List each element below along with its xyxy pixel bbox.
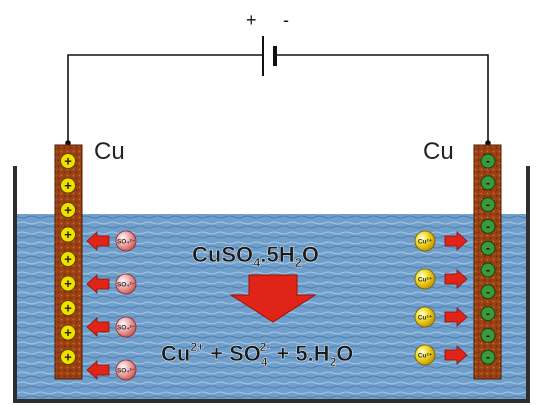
svg-text:+: + <box>64 301 72 316</box>
negative-charge-icon: - <box>480 153 496 169</box>
copper-ion-label: Cu²⁺ <box>418 239 433 246</box>
negative-charge-icon: - <box>480 327 496 343</box>
formula-bottom: Cu2+ + SO42- + 5.H2O <box>161 340 353 369</box>
formula-top-end: O <box>302 242 319 267</box>
tank-wall <box>13 166 530 403</box>
negative-charge-icon: - <box>480 284 496 300</box>
copper-ion-label: Cu²⁺ <box>418 277 433 284</box>
svg-text:-: - <box>486 350 490 364</box>
battery-icon <box>262 36 277 76</box>
right-arrow-icon <box>444 269 468 289</box>
cathode-charges: - - - - - - - - - - <box>480 153 496 365</box>
sulfate-ion-icon: SO₄²⁻ <box>115 359 137 381</box>
formula-bottom-plus2: + 5.H <box>270 341 329 366</box>
anode-charges: + + + + + + + + + <box>60 153 76 365</box>
positive-charge-icon: + <box>60 275 76 292</box>
positive-charge-icon: + <box>60 177 76 194</box>
sulfate-ion-label: SO₄²⁻ <box>117 325 136 332</box>
svg-text:-: - <box>486 328 490 342</box>
positive-charge-icon: + <box>60 202 76 218</box>
copper-ion-icon: Cu²⁺ <box>414 230 436 252</box>
positive-charge-icon: + <box>60 153 76 169</box>
left-arrow-icon <box>86 231 110 251</box>
positive-charge-icon: + <box>60 226 76 243</box>
svg-text:+: + <box>64 350 72 365</box>
anion-group: SO₄²⁻ SO₄²⁻ SO₄²⁻ SO₄²⁻ <box>86 230 137 381</box>
negative-charge-icon: - <box>480 306 496 322</box>
copper-ion-icon: Cu²⁺ <box>414 306 436 328</box>
formula-top-mid: .5H <box>260 242 294 267</box>
sulfate-ion-label: SO₄²⁻ <box>117 239 136 246</box>
right-arrow-icon <box>444 345 468 365</box>
right-electrode-label: Cu <box>423 138 454 165</box>
left-electrode-label: Cu <box>94 138 125 165</box>
positive-charge-icon: + <box>60 251 76 267</box>
sulfate-ion-icon: SO₄²⁻ <box>115 230 137 252</box>
formula-top-sub1: 4 <box>253 255 261 270</box>
formula-bottom-so-charge: 2- <box>260 340 271 354</box>
svg-text:-: - <box>486 219 490 233</box>
negative-charge-icon: - <box>480 240 496 256</box>
left-arrow-icon <box>86 360 110 380</box>
left-arrow-icon <box>86 317 110 337</box>
positive-charge-icon: + <box>60 349 76 365</box>
svg-text:+: + <box>64 276 72 291</box>
formula-bottom-so: SO <box>229 341 261 366</box>
svg-text:-: - <box>486 307 490 321</box>
sulfate-ion-icon: SO₄²⁻ <box>115 316 137 338</box>
copper-ion-icon: Cu²⁺ <box>414 344 436 366</box>
svg-text:+: + <box>64 178 72 193</box>
right-arrow-icon <box>444 307 468 327</box>
sulfate-ion-icon: SO₄²⁻ <box>115 273 137 295</box>
formula-bottom-so-sub: 4 <box>261 355 268 369</box>
svg-text:+: + <box>64 325 72 340</box>
reaction-arrow <box>229 274 317 323</box>
svg-text:-: - <box>486 285 490 299</box>
formula-top-sub2: 2 <box>295 255 302 270</box>
formula-bottom-end: O <box>336 341 353 366</box>
sulfate-ion-label: SO₄²⁻ <box>117 368 136 375</box>
formula-bottom-h-sub: 2 <box>330 355 337 369</box>
copper-ion-label: Cu²⁺ <box>418 353 433 360</box>
negative-charge-icon: - <box>480 349 496 365</box>
negative-charge-icon: - <box>480 175 496 191</box>
svg-text:-: - <box>486 198 490 212</box>
battery-minus-label: - <box>283 10 289 30</box>
svg-text:+: + <box>64 252 72 267</box>
copper-ion-icon: Cu²⁺ <box>414 268 436 290</box>
svg-text:+: + <box>64 154 72 169</box>
formula-top: CuSO4.5H2O <box>192 242 319 270</box>
formula-bottom-cu-charge: 2+ <box>190 340 204 354</box>
circuit-wire <box>67 54 489 143</box>
left-arrow-icon <box>86 274 110 294</box>
svg-text:+: + <box>64 203 72 218</box>
svg-text:-: - <box>486 176 490 190</box>
battery-plus-label: + <box>246 10 257 30</box>
wire-junction-left <box>65 140 71 146</box>
positive-charge-icon: + <box>60 324 76 341</box>
wire-junction-right <box>485 140 491 146</box>
cation-group: Cu²⁺ Cu²⁺ Cu²⁺ Cu²⁺ <box>414 230 468 366</box>
sulfate-ion-label: SO₄²⁻ <box>117 282 136 289</box>
svg-text:-: - <box>486 154 490 168</box>
svg-text:-: - <box>486 241 490 255</box>
copper-ion-label: Cu²⁺ <box>418 315 433 322</box>
positive-charge-icon: + <box>60 300 76 316</box>
svg-text:-: - <box>486 263 490 277</box>
formula-top-base: CuSO <box>192 242 253 267</box>
negative-charge-icon: - <box>480 197 496 213</box>
svg-text:+: + <box>64 227 72 242</box>
negative-charge-icon: - <box>480 218 496 234</box>
formula-bottom-cu: Cu <box>161 341 190 366</box>
right-arrow-icon <box>444 231 468 251</box>
formula-bottom-plus1: + <box>204 341 229 366</box>
negative-charge-icon: - <box>480 262 496 278</box>
